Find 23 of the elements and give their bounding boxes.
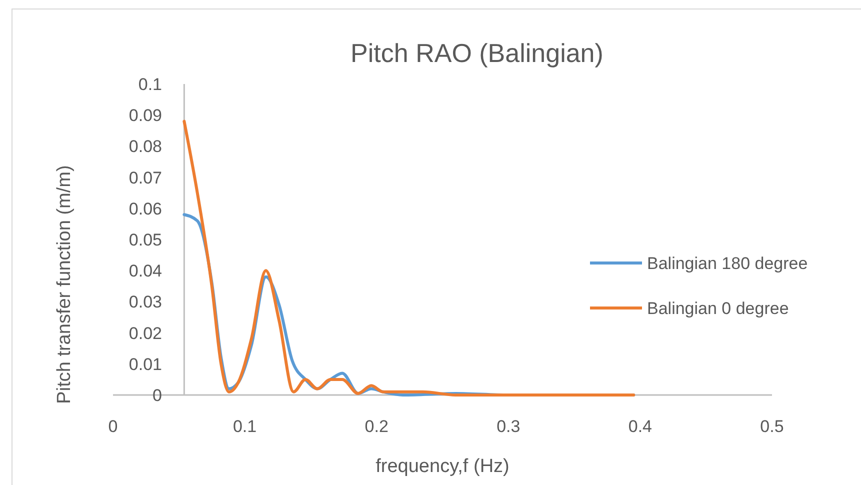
x-tick-label: 0 <box>108 417 118 436</box>
x-tick-label: 0.5 <box>760 417 784 436</box>
legend-label: Balingian 0 degree <box>647 299 789 318</box>
line-series <box>182 120 636 396</box>
x-axis-title: frequency,f (Hz) <box>376 456 510 477</box>
y-axis-title: Pitch transfer function (m/m) <box>54 165 75 404</box>
x-tick-label: 0.2 <box>364 417 388 436</box>
y-tick-label: 0.09 <box>128 106 162 126</box>
x-tick-label: 0.1 <box>232 417 257 436</box>
y-tick-label: 0.05 <box>128 230 162 250</box>
x-tick-label: 0.4 <box>628 417 652 436</box>
x-tick-label: 0.3 <box>496 417 520 436</box>
y-tick-label: 0.06 <box>128 199 162 218</box>
y-tick-label: 0.02 <box>128 324 162 343</box>
y-tick-label: 0.08 <box>128 137 162 156</box>
y-tick-label: 0.1 <box>138 75 162 94</box>
legend-label: Balingian 180 degree <box>647 254 808 273</box>
y-tick-label: 0.03 <box>128 292 162 312</box>
y-tick-label: 0 <box>152 386 162 405</box>
y-tick-label: 0.04 <box>128 262 162 281</box>
y-tick-label: 0.07 <box>128 168 162 188</box>
y-tick-label: 0.01 <box>128 354 162 374</box>
chart-title: Pitch RAO (Balingian) <box>350 38 604 68</box>
